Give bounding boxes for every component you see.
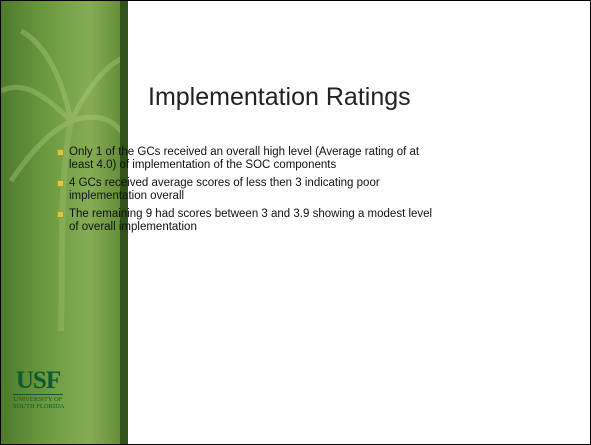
logo-mark: USF [13,369,63,393]
bullet-text: implementation overall [69,190,432,203]
bullet-marker [57,180,64,187]
bullet-item: The remaining 9 had scores between 3 and… [57,208,432,234]
logo-line: SOUTH FLORIDA [13,403,63,410]
bullet-item: Only 1 of the GCs received an overall hi… [57,146,432,172]
bullet-text: The remaining 9 had scores between 3 and… [69,208,432,221]
bullet-list: Only 1 of the GCs received an overall hi… [57,146,432,239]
slide-title: Implementation Ratings [148,83,411,112]
slide: Implementation Ratings Only 1 of the GCs… [0,0,591,445]
bullet-text: least 4.0) of implementation of the SOC … [69,159,432,172]
bullet-text: Only 1 of the GCs received an overall hi… [69,146,432,159]
bullet-item: 4 GCs received average scores of less th… [57,177,432,203]
bullet-text: of overall implementation [69,221,432,234]
logo-rule [13,394,63,395]
bullet-marker [57,211,64,218]
bullet-text: 4 GCs received average scores of less th… [69,177,432,190]
logo-line: UNIVERSITY OF [13,396,63,403]
bullet-marker [57,149,64,156]
usf-logo: USF UNIVERSITY OF SOUTH FLORIDA [13,369,63,410]
